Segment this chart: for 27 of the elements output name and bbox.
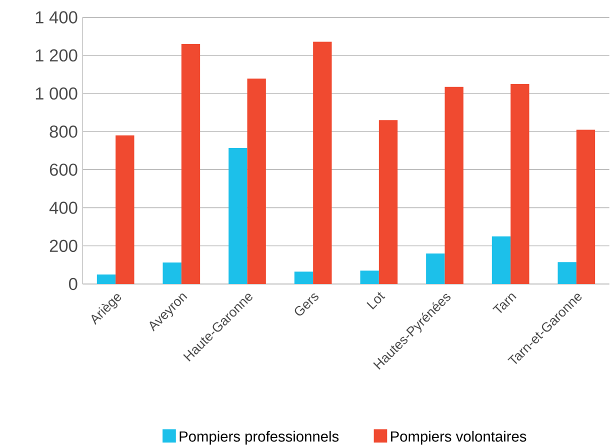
legend-label: Pompiers volontaires xyxy=(391,430,526,445)
bar xyxy=(313,42,332,284)
y-tick-label: 600 xyxy=(50,164,78,176)
bar xyxy=(492,236,511,284)
y-tick-label: 0 xyxy=(68,278,78,290)
bar xyxy=(426,254,445,284)
bar xyxy=(378,120,398,284)
y-tick-label: 1 400 xyxy=(36,11,78,24)
y-tick-label: 800 xyxy=(50,125,78,138)
bar xyxy=(162,262,182,284)
bar xyxy=(444,86,464,284)
bar xyxy=(510,84,530,284)
legend-label: Pompiers professionnels xyxy=(180,430,339,445)
bar xyxy=(247,78,266,284)
bar xyxy=(181,44,200,284)
x-tick-label: Gers xyxy=(294,293,319,316)
y-tick-label: 1 000 xyxy=(36,87,78,100)
bar xyxy=(228,148,248,284)
y-tick-label: 200 xyxy=(50,240,78,252)
y-tick-label: 400 xyxy=(49,202,78,214)
bar xyxy=(116,135,134,284)
bar xyxy=(360,270,379,284)
y-tick-label: 1 200 xyxy=(36,49,78,62)
bar xyxy=(96,274,116,284)
bar xyxy=(576,130,596,284)
bar xyxy=(294,272,314,284)
bar xyxy=(558,262,576,284)
